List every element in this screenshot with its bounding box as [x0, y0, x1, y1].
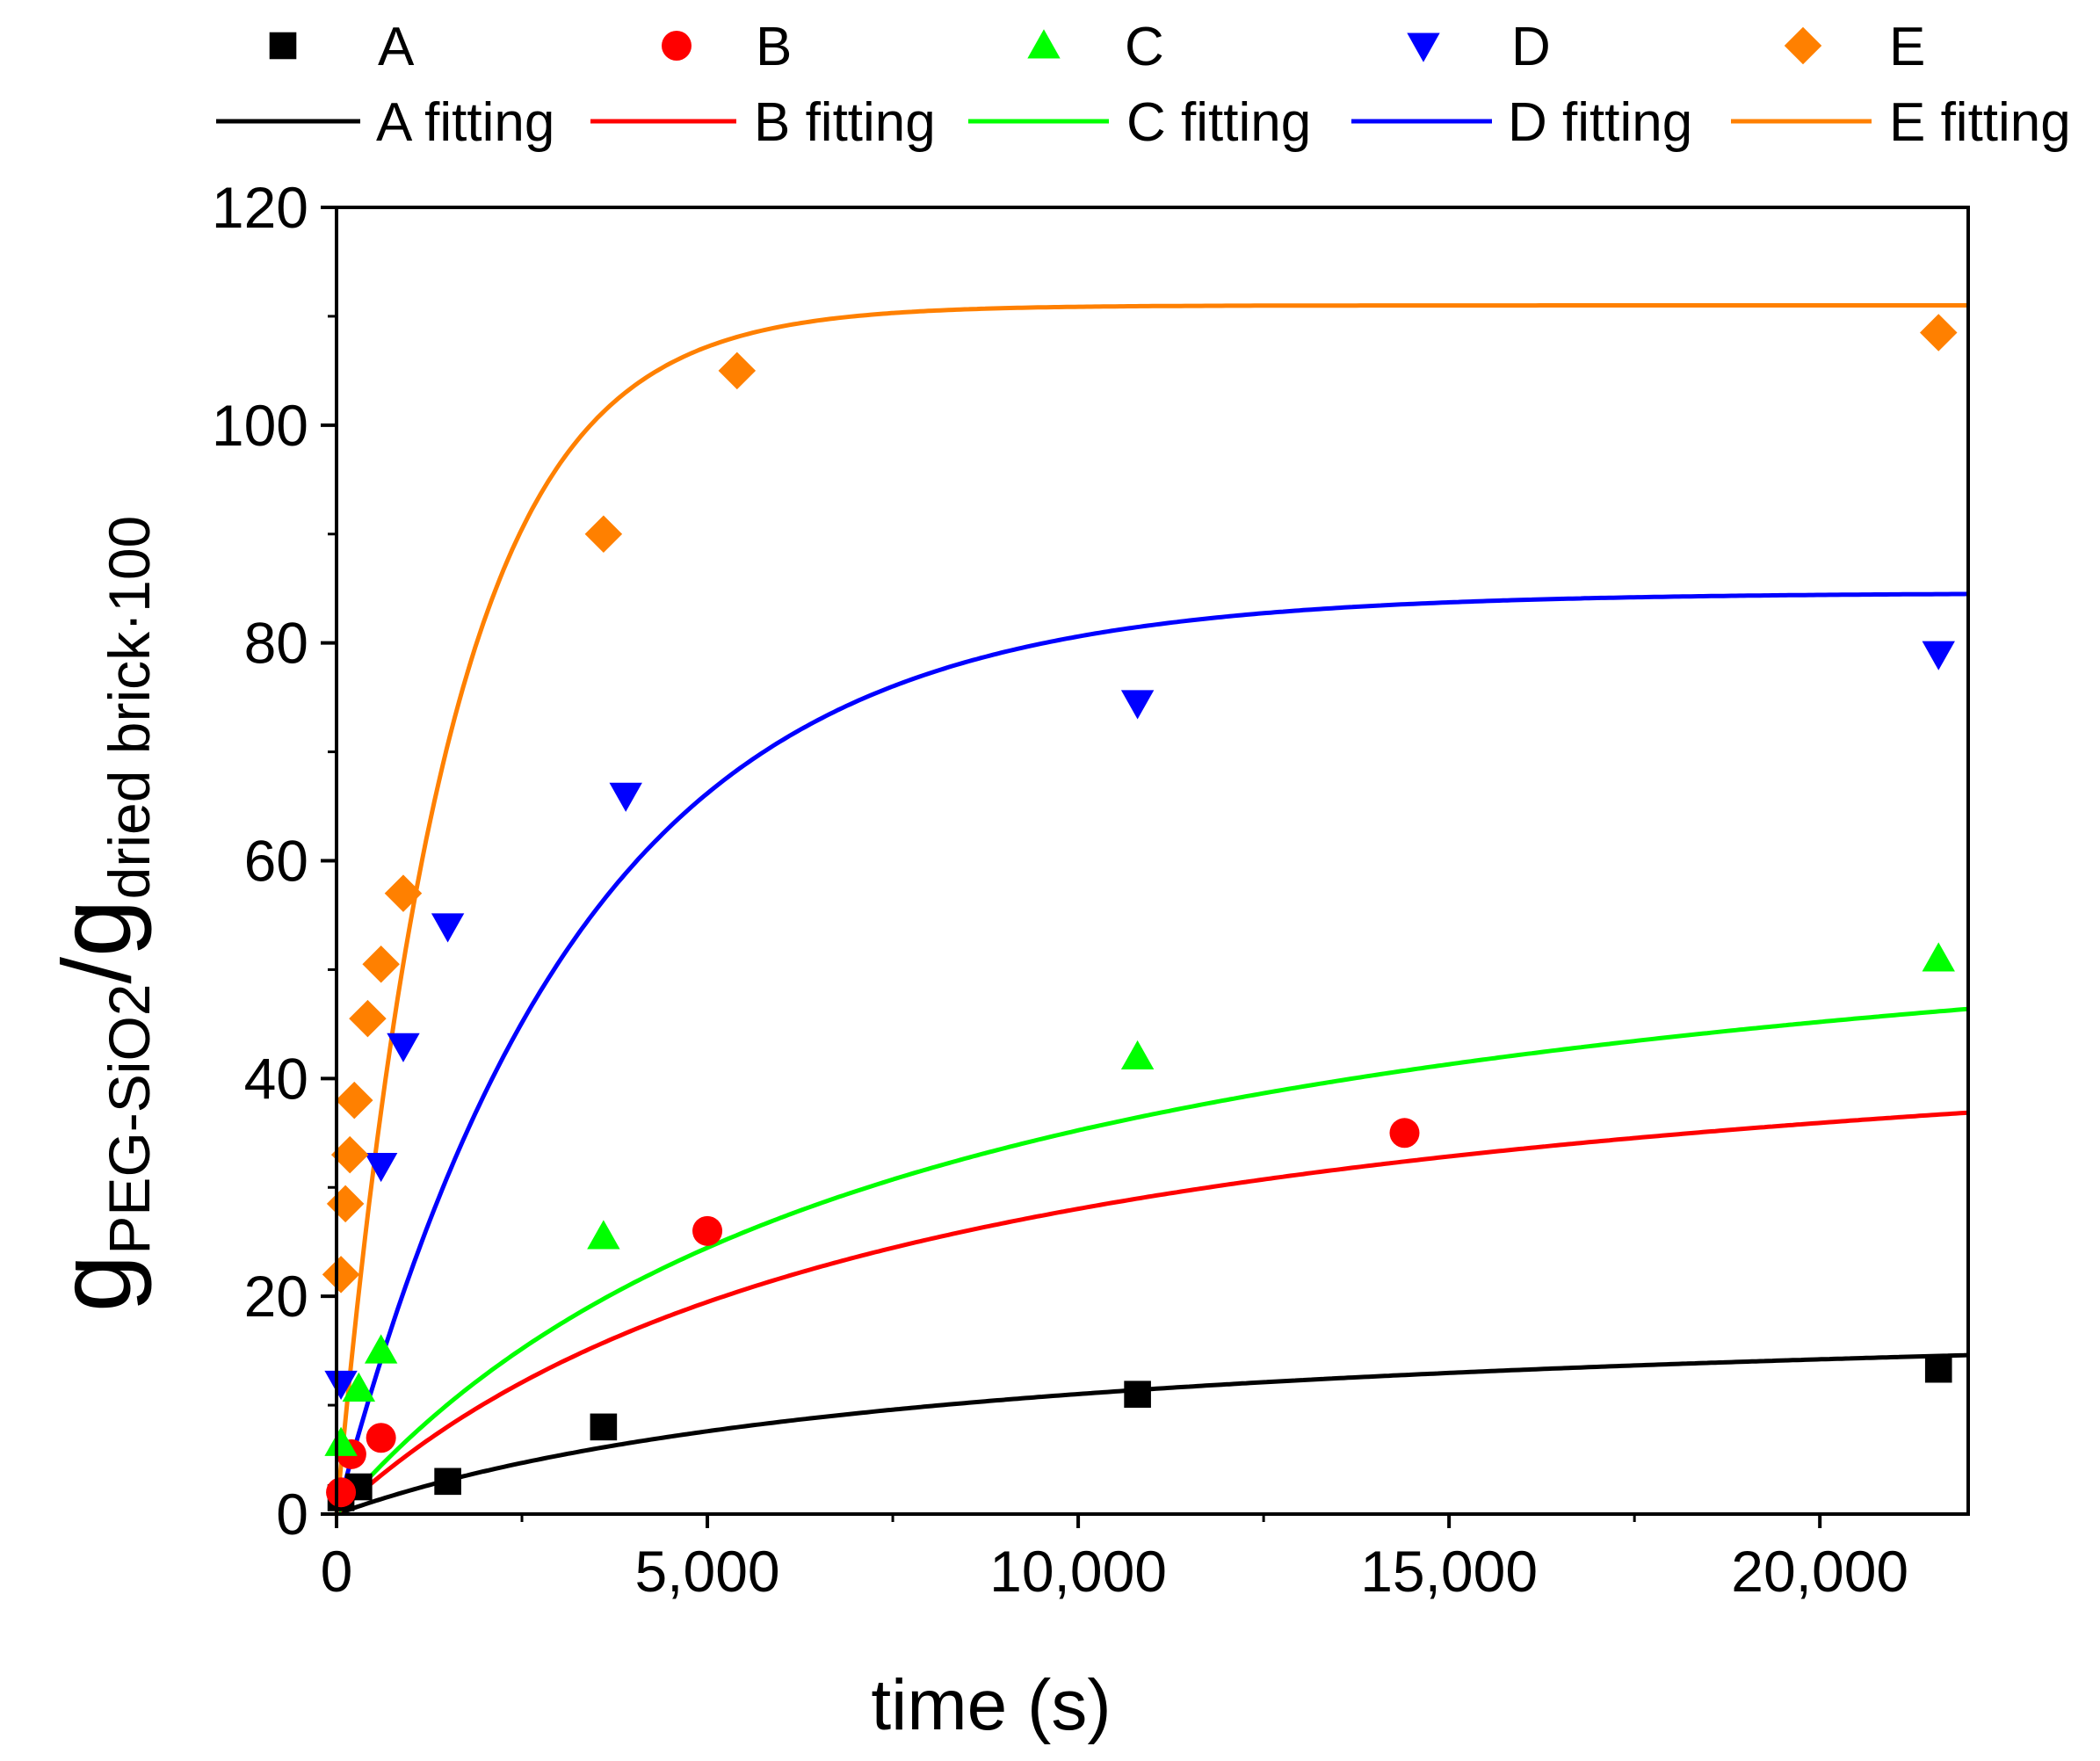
data-point-a [1124, 1381, 1151, 1408]
y-axis-title-sub1: PEG-SiO2 [97, 984, 162, 1255]
y-tick-label: 80 [244, 611, 308, 676]
y-axis: 0 20 40 60 80 100 120 [212, 175, 337, 1547]
data-point-e [349, 999, 387, 1038]
data-point-e [336, 1081, 373, 1120]
legend-label-a: A [378, 17, 415, 77]
data-point-e [718, 351, 757, 390]
legend-fit-label-b: B fitting [754, 92, 936, 153]
fit-lines [334, 303, 1969, 1517]
data-point-d [387, 1033, 420, 1062]
data-point-d [609, 782, 642, 812]
x-axis: 0 5,000 10,000 15,000 20,000 [321, 1514, 1908, 1604]
x-tick-label: 10,000 [989, 1539, 1167, 1604]
legend: A B C D E A fitting B fitting C fitting D fittin… [216, 17, 2071, 153]
data-point-c [1120, 1040, 1155, 1069]
data-point-b [366, 1423, 396, 1453]
data-point-e [330, 1135, 369, 1174]
data-markers [322, 314, 1958, 1511]
data-point-e [322, 1256, 360, 1294]
data-point-d [1120, 690, 1155, 720]
legend-marker-e [1784, 26, 1822, 65]
data-point-d [431, 913, 465, 943]
data-point-b [1389, 1118, 1420, 1149]
y-axis-title-slash: / [43, 957, 151, 984]
data-point-e [326, 1185, 365, 1223]
data-point-d [1922, 641, 1955, 670]
data-point-a [434, 1468, 461, 1496]
data-point-e [384, 874, 423, 912]
legend-fit-label-c: C fitting [1126, 92, 1311, 153]
y-tick-label: 20 [244, 1264, 308, 1329]
data-point-c [364, 1334, 398, 1364]
y-tick-label: 120 [212, 175, 308, 240]
legend-fit-label-e: E fitting [1889, 92, 2071, 153]
legend-label-d: D [1511, 17, 1551, 77]
data-point-b [326, 1477, 357, 1508]
x-tick-label: 0 [321, 1539, 353, 1604]
y-tick-label: 40 [244, 1046, 308, 1111]
legend-label-e: E [1889, 17, 1925, 77]
legend-marker-b [662, 31, 692, 61]
y-axis-title: gPEG-SiO2/gdried brick·100 [37, 516, 162, 1312]
x-tick-label: 5,000 [634, 1539, 779, 1604]
legend-label-b: B [756, 17, 792, 77]
legend-marker-d [1407, 33, 1440, 62]
y-tick-label: 0 [276, 1482, 308, 1547]
plot-frame [335, 206, 1970, 1516]
data-point-c [1922, 942, 1955, 972]
legend-marker-a [269, 32, 297, 60]
data-point-a [590, 1413, 618, 1441]
data-point-e [1919, 314, 1958, 351]
y-axis-title-g2: g [37, 899, 153, 957]
fit-line-a [336, 1352, 1969, 1517]
y-axis-title-sub2: dried brick·100 [97, 516, 162, 900]
data-point-d [364, 1153, 398, 1183]
legend-fit-label-d: D fitting [1508, 92, 1692, 153]
fit-line-b [335, 1110, 1969, 1516]
data-point-e [362, 945, 400, 983]
legend-fit-label-a: A fitting [376, 92, 554, 153]
y-tick-label: 60 [244, 829, 308, 894]
data-point-a [1924, 1355, 1952, 1383]
data-point-d [324, 1370, 358, 1400]
legend-label-c: C [1125, 17, 1164, 77]
fit-line-c [335, 1006, 1969, 1516]
data-point-c [324, 1426, 358, 1456]
x-tick-label: 20,000 [1731, 1539, 1908, 1604]
data-point-e [584, 515, 623, 553]
data-point-c [342, 1372, 376, 1402]
x-tick-label: 15,000 [1360, 1539, 1538, 1604]
legend-marker-c [1027, 29, 1061, 59]
fit-line-d [334, 591, 1969, 1515]
fit-line-e [334, 303, 1968, 1515]
data-point-c [587, 1220, 620, 1250]
y-tick-label: 100 [212, 393, 308, 458]
x-axis-title: time (s) [871, 1665, 1111, 1745]
y-axis-title-g1: g [37, 1255, 153, 1313]
data-point-b [692, 1215, 723, 1246]
